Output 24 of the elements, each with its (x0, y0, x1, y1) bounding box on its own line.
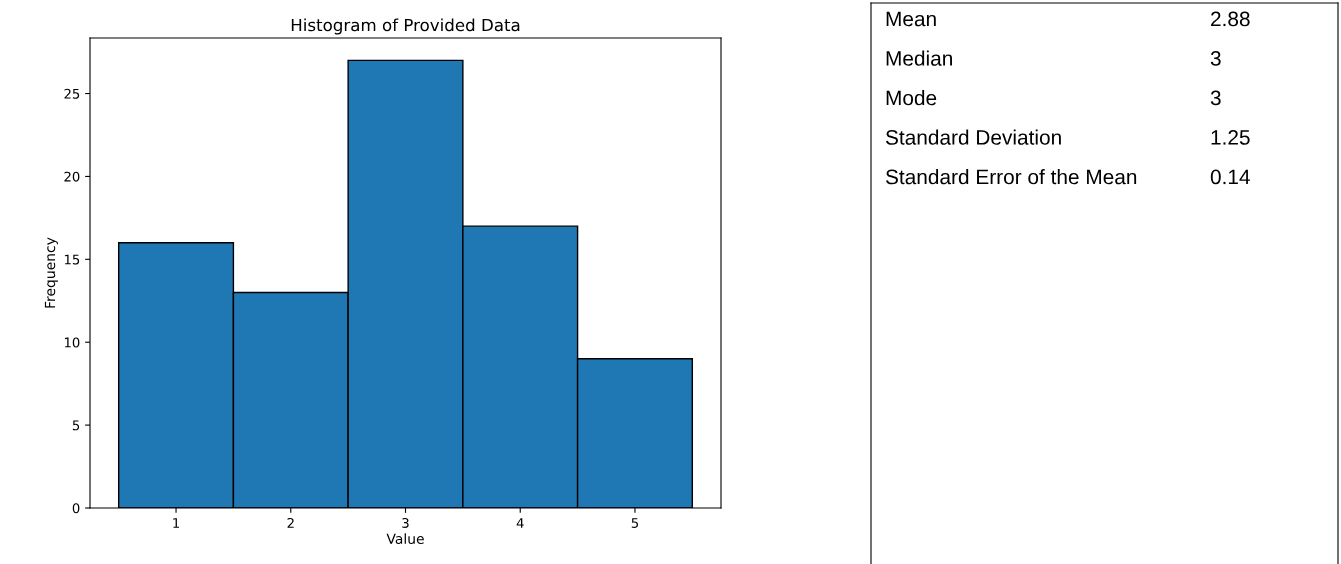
x-tick-label: 2 (287, 517, 294, 528)
text: Standard Error of the Mean (885, 169, 1137, 185)
text: 1.25 (1211, 130, 1250, 145)
x-axis-title: Value (386, 533, 424, 545)
x-tick-label: 3 (402, 517, 409, 528)
y-tick-label: 10 (64, 337, 80, 348)
y-tick-label: 0 (72, 503, 80, 514)
y-tick-label: 5 (72, 420, 80, 431)
text: 3 (1210, 90, 1221, 106)
text: 2.88 (1211, 11, 1250, 27)
x-tick-label: 4 (516, 518, 524, 528)
y-tick-label: 25 (64, 88, 80, 99)
chart-title: Histogram of Provided Data (291, 18, 520, 35)
text: 0.14 (1210, 169, 1250, 185)
x-tick-label: 5 (631, 518, 638, 528)
y-tick-label: 20 (64, 171, 80, 182)
text: Mean (886, 11, 936, 27)
y-axis-title: Frequency (44, 237, 58, 308)
y-tick-label: 15 (64, 254, 80, 265)
text: Standard Deviation (885, 129, 1061, 145)
text: Mode (886, 90, 937, 106)
text: Median (886, 50, 952, 66)
text: 3 (1210, 51, 1221, 66)
x-tick-label: 1 (173, 518, 180, 528)
